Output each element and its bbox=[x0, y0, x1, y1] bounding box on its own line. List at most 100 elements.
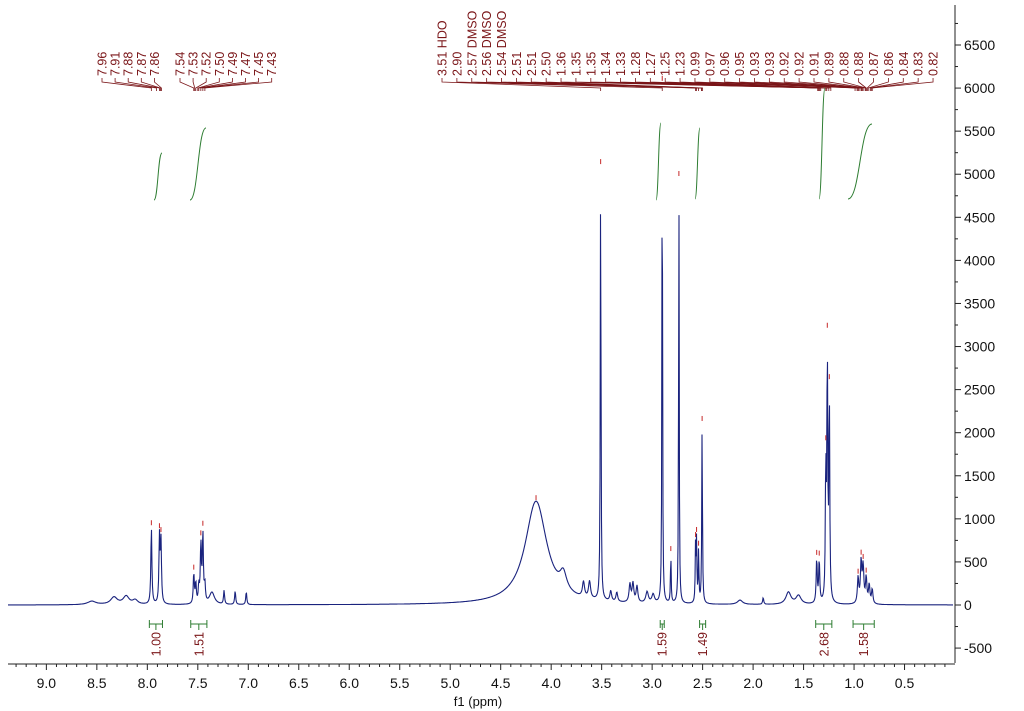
peak-label: 0.95 bbox=[733, 52, 747, 76]
peak-label: 2.54 DMSO bbox=[495, 10, 509, 76]
x-tick-label: 6.5 bbox=[289, 675, 309, 691]
peak-label: 7.54 bbox=[174, 52, 188, 76]
x-tick-label: 1.5 bbox=[794, 675, 814, 691]
peak-label-connector bbox=[828, 78, 866, 91]
peak-label: 0.92 bbox=[793, 52, 807, 76]
peak-label-connector bbox=[204, 78, 273, 91]
peak-label-connector bbox=[798, 78, 863, 91]
peak-label: 7.52 bbox=[200, 52, 214, 76]
peak-label: 2.51 bbox=[525, 52, 539, 76]
integral-value: 1.49 bbox=[696, 632, 710, 656]
x-tick-label: 8.5 bbox=[87, 675, 107, 691]
peak-label: 7.88 bbox=[122, 52, 136, 76]
peak-label-layer: 7.96 7.91 7.88 7.87 7.86 7.54 7.53 7.52 7.50 7.49… bbox=[96, 10, 941, 91]
x-tick-label: 7.0 bbox=[239, 675, 259, 691]
peak-label: 1.35 bbox=[569, 52, 583, 76]
peak-label: 7.53 bbox=[187, 52, 201, 76]
peak-label-connector bbox=[197, 78, 220, 91]
x-axis: 9.0 8.5 8.0 7.5 7.0 6.5 6.0 5.5 5.0 4.5 4.0 3.5 3.0 2… bbox=[8, 663, 955, 691]
peak-label: 0.97 bbox=[703, 52, 717, 76]
y-tick-label: 6000 bbox=[964, 80, 995, 96]
integral-curve bbox=[153, 152, 163, 201]
y-tick-label: 4500 bbox=[964, 209, 995, 225]
integral-curve bbox=[694, 127, 701, 200]
integral-curve bbox=[847, 123, 873, 200]
x-tick-label: 5.5 bbox=[390, 675, 410, 691]
integral-curve bbox=[818, 87, 826, 200]
peak-label-connector bbox=[871, 78, 934, 91]
peak-label: 2.56 DMSO bbox=[480, 10, 494, 76]
peak-label-connector bbox=[200, 78, 246, 91]
x-tick-label: 6.0 bbox=[340, 675, 360, 691]
peak-label-connector bbox=[866, 78, 874, 91]
peak-label: 0.96 bbox=[718, 52, 732, 76]
peak-label: 2.90 bbox=[450, 52, 464, 76]
peak-label: 1.33 bbox=[614, 52, 628, 76]
x-tick-label: 8.0 bbox=[138, 675, 158, 691]
peak-label: 7.49 bbox=[226, 52, 240, 76]
peak-label: 0.86 bbox=[882, 52, 896, 76]
x-tick-label: 9.0 bbox=[37, 675, 57, 691]
y-tick-label: 2500 bbox=[964, 382, 995, 398]
y-tick-label: 5000 bbox=[964, 166, 995, 182]
peak-label: 0.82 bbox=[927, 52, 941, 76]
peak-label: 0.88 bbox=[837, 52, 851, 76]
peak-label-connector bbox=[195, 78, 207, 91]
peak-label-connector bbox=[545, 78, 704, 91]
peak-label: 0.87 bbox=[867, 52, 881, 76]
peak-label-connector bbox=[768, 78, 862, 91]
peak-label: 7.47 bbox=[239, 52, 253, 76]
y-axis: -500 0 500 1000 1500 2000 2500 3000 3500 4000 4500… bbox=[954, 5, 995, 663]
y-tick-label: 4000 bbox=[964, 252, 995, 268]
x-axis-title: f1 (ppm) bbox=[454, 694, 502, 709]
integral-value: 2.68 bbox=[817, 632, 831, 656]
peak-label-connector bbox=[858, 78, 867, 91]
y-tick-label: 3000 bbox=[964, 339, 995, 355]
integral-value: 1.59 bbox=[656, 632, 670, 656]
peak-label: 7.91 bbox=[109, 52, 123, 76]
peak-label: 1.25 bbox=[659, 52, 673, 76]
y-tick-label: 1000 bbox=[964, 511, 995, 527]
spectrum-layer bbox=[8, 75, 953, 606]
x-tick-label: 3.5 bbox=[592, 675, 612, 691]
peak-label: 0.99 bbox=[688, 52, 702, 76]
y-tick-label: 2000 bbox=[964, 425, 995, 441]
peak-label: 1.34 bbox=[599, 52, 613, 76]
y-tick-label: -500 bbox=[964, 640, 992, 656]
peak-label-connector bbox=[192, 78, 196, 91]
integral-bracket-layer: 1.00 1.51 1.59 1.49 2.68 1.58 bbox=[148, 620, 875, 656]
peak-label: 7.86 bbox=[148, 52, 162, 76]
peak-label: 0.83 bbox=[912, 52, 926, 76]
peak-label-connector bbox=[202, 78, 260, 91]
peak-label: 1.36 bbox=[555, 52, 569, 76]
peak-label: 0.84 bbox=[897, 52, 911, 76]
peak-label-connector bbox=[114, 78, 157, 91]
peak-label: 0.93 bbox=[748, 52, 762, 76]
peak-label-connector bbox=[101, 78, 152, 91]
peak-label-connector bbox=[679, 78, 832, 91]
spectrum-trace bbox=[8, 214, 953, 606]
y-tick-label: 3500 bbox=[964, 295, 995, 311]
x-tick-label: 0.5 bbox=[895, 675, 915, 691]
peak-label-connector bbox=[198, 78, 233, 91]
peak-label: 0.88 bbox=[852, 52, 866, 76]
peak-label: 2.50 bbox=[540, 52, 554, 76]
x-tick-label: 3.0 bbox=[642, 675, 662, 691]
integral-value: 1.51 bbox=[192, 632, 206, 656]
integral-value: 1.58 bbox=[857, 632, 871, 656]
peak-label-connector bbox=[869, 78, 904, 91]
integral-value: 1.00 bbox=[149, 632, 163, 656]
integral-curve bbox=[189, 127, 207, 201]
peak-label-connector bbox=[179, 78, 195, 91]
peak-label: 7.50 bbox=[213, 52, 227, 76]
peak-label: 7.96 bbox=[96, 52, 110, 76]
peak-label: 0.91 bbox=[808, 52, 822, 76]
peak-label: 3.51 HDO bbox=[436, 20, 450, 76]
y-tick-label: 500 bbox=[964, 554, 988, 570]
peak-label: 1.27 bbox=[644, 52, 658, 76]
peak-label-connector bbox=[153, 78, 162, 91]
peak-label-connector bbox=[867, 78, 889, 91]
peak-label: 1.35 bbox=[584, 52, 598, 76]
peak-label: 2.57 DMSO bbox=[465, 10, 479, 76]
peak-label: 1.28 bbox=[629, 52, 643, 76]
